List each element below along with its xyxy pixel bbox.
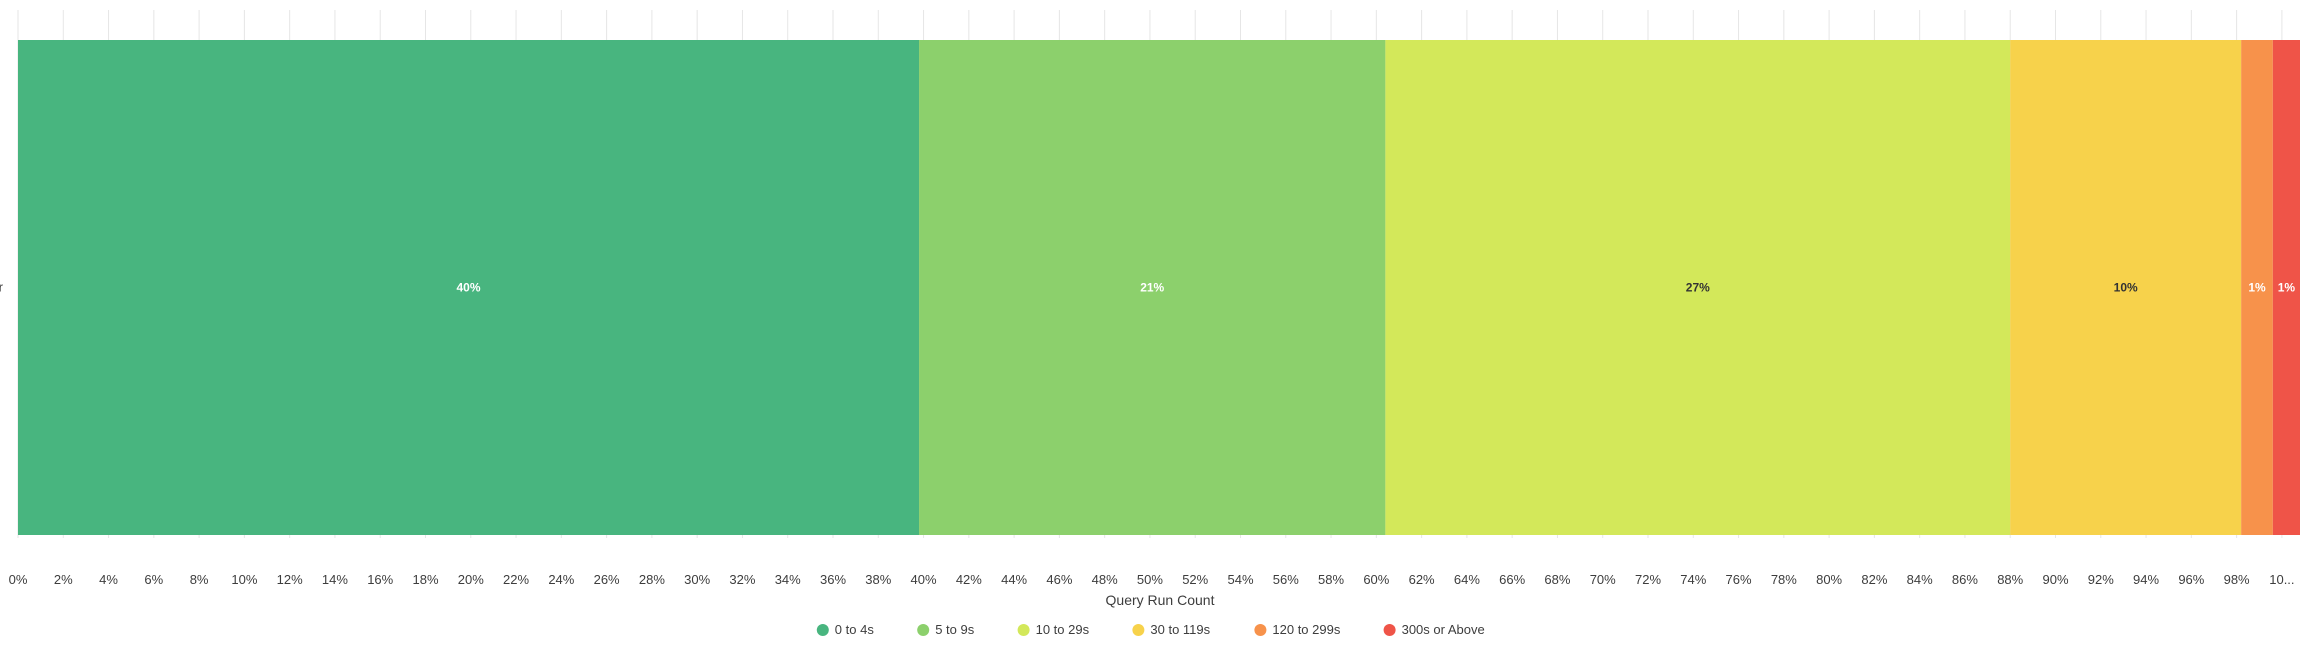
bar-data-label: 40% xyxy=(456,281,480,295)
bar-segments xyxy=(18,40,2300,535)
x-tick-label: 50% xyxy=(1137,572,1163,587)
bar-data-label: 1% xyxy=(2278,281,2296,295)
x-tick-label: 62% xyxy=(1409,572,1435,587)
bar-segment xyxy=(2272,40,2300,535)
legend-label: 5 to 9s xyxy=(935,622,975,637)
legend-item: 30 to 119s xyxy=(1132,622,1211,637)
legend-item: 0 to 4s xyxy=(816,622,875,637)
legend-label: 0 to 4s xyxy=(835,622,875,637)
bar-segment xyxy=(2010,40,2242,535)
bar-data-label: 1% xyxy=(2248,281,2266,295)
y-category-label: r xyxy=(0,280,4,295)
x-tick-label: 24% xyxy=(548,572,574,587)
x-axis-ticks: 0% 2% 4% 6% 8% 10% 12% 14% 16% 18% 20% 22% 24% 26% 28%… xyxy=(9,572,2295,587)
legend-item: 120 to 299s xyxy=(1254,622,1341,637)
x-tick-label: 0% xyxy=(9,572,28,587)
bar-segment xyxy=(18,40,920,535)
x-tick-label: 80% xyxy=(1816,572,1842,587)
x-tick-label: 8% xyxy=(190,572,209,587)
x-tick-label: 2% xyxy=(54,572,73,587)
x-tick-label: 18% xyxy=(412,572,438,587)
x-tick-label: 66% xyxy=(1499,572,1525,587)
x-tick-label: 52% xyxy=(1182,572,1208,587)
x-tick-label: 6% xyxy=(144,572,163,587)
legend-label: 300s or Above xyxy=(1402,622,1485,637)
x-tick-label: 10% xyxy=(231,572,257,587)
legend-item: 10 to 29s xyxy=(1017,622,1090,637)
x-tick-label: 98% xyxy=(2224,572,2250,587)
legend-label: 10 to 29s xyxy=(1036,622,1090,637)
x-tick-label: 38% xyxy=(865,572,891,587)
x-tick-label: 76% xyxy=(1726,572,1752,587)
x-tick-label: 96% xyxy=(2178,572,2204,587)
x-tick-label: 92% xyxy=(2088,572,2114,587)
legend-swatch xyxy=(1132,624,1145,636)
x-axis-title: Query Run Count xyxy=(1106,592,1215,608)
bar-segment xyxy=(1385,40,2011,535)
legend: 0 to 4s 5 to 9s 10 to 29s 30 to 119s 120 to … xyxy=(816,622,1485,637)
x-tick-label: 4% xyxy=(99,572,118,587)
x-tick-label: 44% xyxy=(1001,572,1027,587)
category-labels: r xyxy=(0,280,4,295)
x-tick-label: 74% xyxy=(1680,572,1706,587)
x-tick-label: 54% xyxy=(1227,572,1253,587)
x-tick-label: 36% xyxy=(820,572,846,587)
x-tick-label: 68% xyxy=(1544,572,1570,587)
x-tick-label: 34% xyxy=(775,572,801,587)
x-tick-label: 26% xyxy=(594,572,620,587)
bar-data-label: 21% xyxy=(1140,281,1164,295)
x-tick-label: 40% xyxy=(911,572,937,587)
x-tick-label: 82% xyxy=(1861,572,1887,587)
x-tick-label: 56% xyxy=(1273,572,1299,587)
x-tick-label: 10... xyxy=(2269,572,2294,587)
bar-segment xyxy=(2241,40,2273,535)
x-tick-label: 16% xyxy=(367,572,393,587)
legend-item: 300s or Above xyxy=(1383,622,1485,637)
legend-swatch xyxy=(917,624,930,636)
legend-swatch xyxy=(816,624,829,636)
x-tick-label: 42% xyxy=(956,572,982,587)
x-tick-label: 14% xyxy=(322,572,348,587)
segment-labels: 40% 21% 27% 10% 1% 1% xyxy=(456,281,2295,295)
bar-segment xyxy=(919,40,1386,535)
bar-data-label: 27% xyxy=(1686,281,1710,295)
x-tick-label: 94% xyxy=(2133,572,2159,587)
x-tick-label: 46% xyxy=(1046,572,1072,587)
x-tick-label: 28% xyxy=(639,572,665,587)
x-tick-label: 32% xyxy=(729,572,755,587)
bar-data-label: 10% xyxy=(2114,281,2138,295)
x-tick-label: 64% xyxy=(1454,572,1480,587)
x-tick-label: 22% xyxy=(503,572,529,587)
x-tick-label: 30% xyxy=(684,572,710,587)
x-tick-label: 84% xyxy=(1907,572,1933,587)
x-tick-label: 60% xyxy=(1363,572,1389,587)
legend-label: 120 to 299s xyxy=(1272,622,1340,637)
x-tick-label: 12% xyxy=(277,572,303,587)
x-tick-label: 58% xyxy=(1318,572,1344,587)
x-tick-label: 70% xyxy=(1590,572,1616,587)
legend-item: 5 to 9s xyxy=(917,622,975,637)
x-tick-label: 72% xyxy=(1635,572,1661,587)
legend-swatch xyxy=(1254,624,1267,636)
x-tick-label: 48% xyxy=(1092,572,1118,587)
x-tick-label: 20% xyxy=(458,572,484,587)
legend-swatch xyxy=(1383,624,1396,636)
x-tick-label: 86% xyxy=(1952,572,1978,587)
x-tick-label: 88% xyxy=(1997,572,2023,587)
x-tick-label: 78% xyxy=(1771,572,1797,587)
legend-swatch xyxy=(1017,624,1030,636)
legend-label: 30 to 119s xyxy=(1150,622,1210,637)
x-tick-label: 90% xyxy=(2042,572,2068,587)
